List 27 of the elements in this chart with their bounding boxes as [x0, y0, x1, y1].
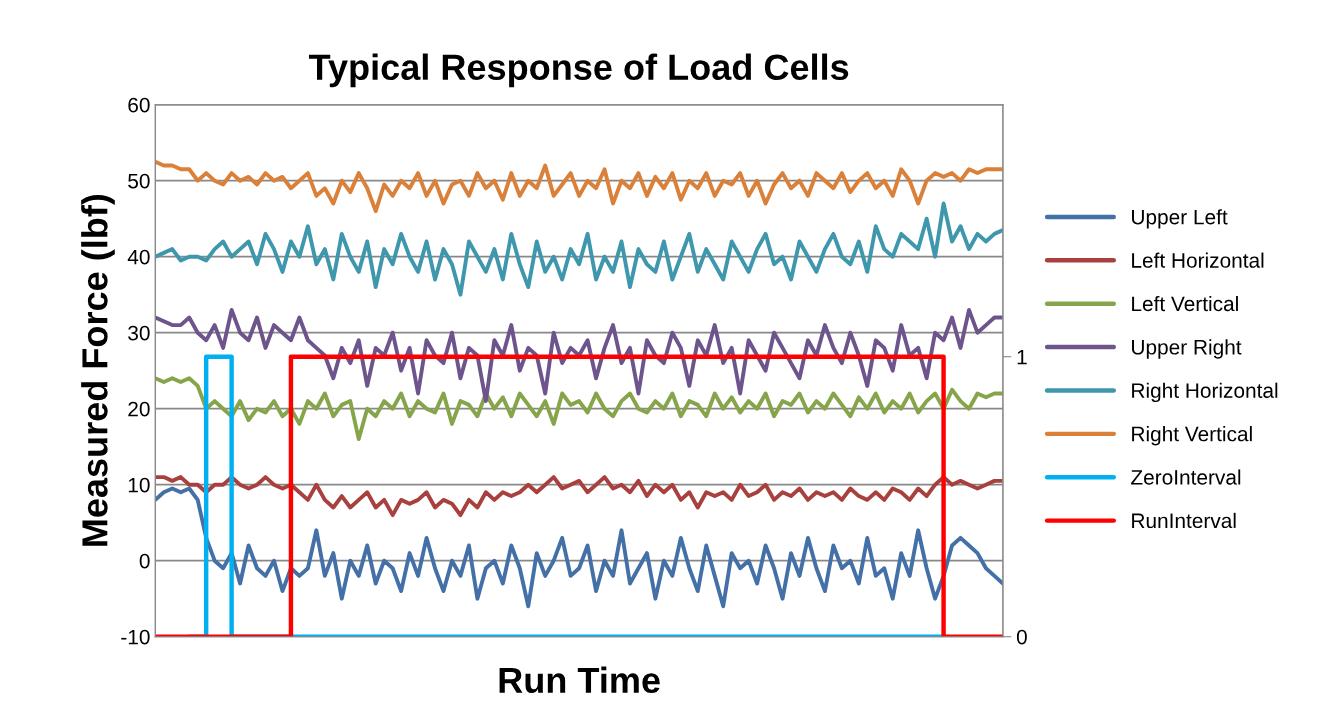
legend-label: RunInterval [1132, 512, 1236, 529]
y-tick-label: 50 [128, 173, 150, 189]
y-axis-title: Measured Force (lbf) [81, 194, 115, 546]
legend-label: Upper Right [1132, 339, 1242, 359]
line-series [155, 486, 1003, 609]
x-axis-title: Run Time [499, 666, 660, 694]
line-series [155, 159, 1003, 214]
line-series [155, 201, 1003, 297]
chart-title: Typical Response of Load Cells [308, 53, 849, 88]
legend-label: ZeroInterval [1131, 469, 1241, 485]
y2-tick-label: 0 [1016, 629, 1027, 645]
y-tick-label: 40 [127, 249, 150, 265]
y-tick-label: 30 [128, 325, 150, 341]
y-tick-label: 0 [139, 553, 150, 569]
legend-label: Right Vertical [1132, 426, 1252, 446]
line-series [155, 475, 1003, 518]
legend-label: Right Horizontal [1132, 382, 1278, 403]
line-series [155, 307, 1003, 404]
y2-tick-label: 1 [1017, 349, 1027, 365]
legend-label: Left Horizontal [1132, 252, 1264, 268]
y-tick-label: -10 [121, 629, 150, 645]
y-tick-label: 60 [128, 97, 150, 113]
y-tick-label: 10 [128, 477, 150, 493]
line-series [155, 376, 1003, 442]
y-tick-label: 20 [128, 401, 150, 417]
legend-label: Upper Left [1132, 209, 1228, 229]
legend-label: Left Vertical [1132, 295, 1238, 312]
